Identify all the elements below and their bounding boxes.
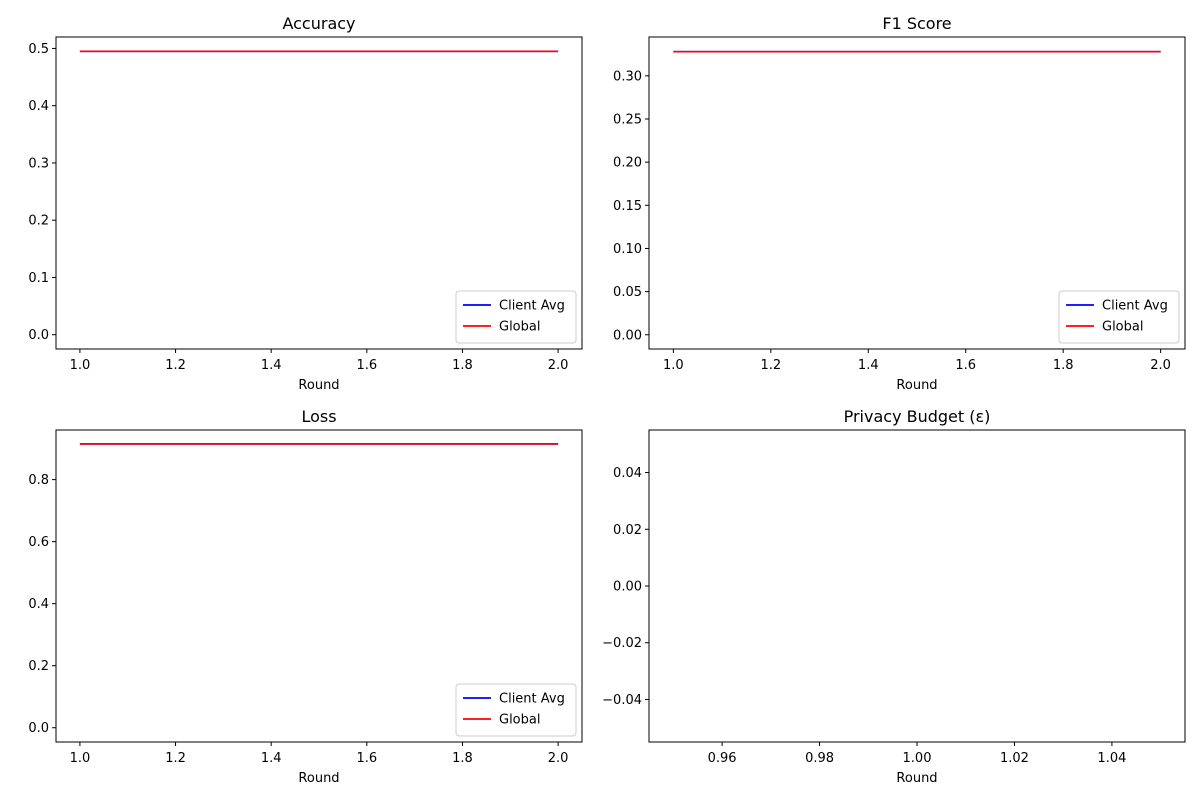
x-axis-label: Round bbox=[896, 771, 937, 786]
x-tick-label: 1.2 bbox=[165, 358, 186, 373]
x-tick-label: 2.0 bbox=[548, 751, 569, 766]
y-tick-label: 0.20 bbox=[613, 156, 642, 171]
y-tick-label: 0.4 bbox=[28, 99, 49, 114]
subplot-title: F1 Score bbox=[882, 14, 951, 33]
x-tick-label: 0.98 bbox=[805, 751, 834, 766]
x-tick-label: 1.0 bbox=[70, 358, 91, 373]
subplot-1: Accuracy 1.0 1.2 1.4 1.6 1.8 2.0 0.0 0.1 0.2 0.3 0.… bbox=[28, 14, 583, 393]
x-tick-label: 1.00 bbox=[903, 751, 932, 766]
x-tick-label: 1.6 bbox=[356, 358, 377, 373]
axes-frame bbox=[648, 36, 1186, 350]
x-tick-label: 1.0 bbox=[70, 751, 91, 766]
legend-box bbox=[455, 290, 577, 344]
x-tick-label: 1.2 bbox=[760, 358, 781, 373]
y-tick-label: 0.30 bbox=[613, 69, 642, 84]
x-tick-label: 1.6 bbox=[356, 751, 377, 766]
x-tick-label: 1.2 bbox=[165, 751, 186, 766]
x-tick-label: 1.04 bbox=[1097, 751, 1126, 766]
y-tick-label: 0.0 bbox=[28, 328, 49, 343]
x-tick-label: 1.4 bbox=[858, 358, 879, 373]
x-tick-label: 1.6 bbox=[955, 358, 976, 373]
legend-label: Client Avg bbox=[499, 692, 565, 707]
legend-box bbox=[455, 683, 577, 737]
x-tick-label: 1.02 bbox=[1000, 751, 1029, 766]
y-tick-label: 0.2 bbox=[28, 214, 49, 229]
legend-box bbox=[1058, 290, 1180, 344]
legend-label: Client Avg bbox=[499, 299, 565, 314]
legend: Client Avg Global bbox=[455, 290, 577, 344]
y-tick-label: 0.25 bbox=[613, 112, 642, 127]
axes-frame bbox=[55, 429, 583, 743]
y-tick-label: 0.1 bbox=[28, 271, 49, 286]
x-tick-label: 1.0 bbox=[663, 358, 684, 373]
y-tick-label: 0.00 bbox=[613, 580, 642, 595]
y-tick-label: 0.3 bbox=[28, 156, 49, 171]
y-tick-label: 0.02 bbox=[613, 523, 642, 538]
axes-frame bbox=[55, 36, 583, 350]
y-tick-label: 0.05 bbox=[613, 285, 642, 300]
x-axis-label: Round bbox=[298, 378, 339, 393]
y-tick-label: 0.0 bbox=[28, 721, 49, 736]
subplot-4: Privacy Budget (ε) 0.96 0.98 1.00 1.02 1.04 −0… bbox=[602, 407, 1186, 786]
y-tick-label: 0.8 bbox=[28, 473, 49, 488]
x-tick-label: 2.0 bbox=[548, 358, 569, 373]
y-tick-label: 0.6 bbox=[28, 535, 49, 550]
x-tick-label: 1.4 bbox=[261, 751, 282, 766]
axes-frame bbox=[648, 429, 1186, 743]
subplot-3: Loss 1.0 1.2 1.4 1.6 1.8 2.0 0.0 0.2 0.4 0.6 0.8 Rou… bbox=[28, 407, 583, 786]
legend: Client Avg Global bbox=[1058, 290, 1180, 344]
legend: Client Avg Global bbox=[455, 683, 577, 737]
x-tick-label: 0.96 bbox=[708, 751, 737, 766]
x-tick-label: 2.0 bbox=[1150, 358, 1171, 373]
y-tick-label: 0.5 bbox=[28, 42, 49, 57]
subplot-title: Accuracy bbox=[282, 14, 355, 33]
y-tick-label: 0.04 bbox=[613, 466, 642, 481]
legend-label: Global bbox=[499, 713, 540, 728]
y-tick-label: 0.00 bbox=[613, 328, 642, 343]
y-tick-label: 0.15 bbox=[613, 199, 642, 214]
x-tick-label: 1.8 bbox=[1053, 358, 1074, 373]
y-tick-label: 0.10 bbox=[613, 242, 642, 257]
y-tick-label: −0.04 bbox=[602, 693, 642, 708]
subplot-title: Loss bbox=[301, 407, 336, 426]
legend-label: Global bbox=[1102, 320, 1143, 335]
legend-label: Client Avg bbox=[1102, 299, 1168, 314]
x-tick-label: 1.8 bbox=[452, 358, 473, 373]
x-tick-label: 1.4 bbox=[261, 358, 282, 373]
subplot-title: Privacy Budget (ε) bbox=[844, 407, 991, 426]
subplot-2: F1 Score 1.0 1.2 1.4 1.6 1.8 2.0 0.00 0.05 0.10 0.… bbox=[613, 14, 1186, 393]
y-tick-label: 0.2 bbox=[28, 659, 49, 674]
legend-label: Global bbox=[499, 320, 540, 335]
y-tick-label: −0.02 bbox=[602, 636, 642, 651]
x-tick-label: 1.8 bbox=[452, 751, 473, 766]
x-axis-label: Round bbox=[896, 378, 937, 393]
x-axis-label: Round bbox=[298, 771, 339, 786]
y-tick-label: 0.4 bbox=[28, 597, 49, 612]
